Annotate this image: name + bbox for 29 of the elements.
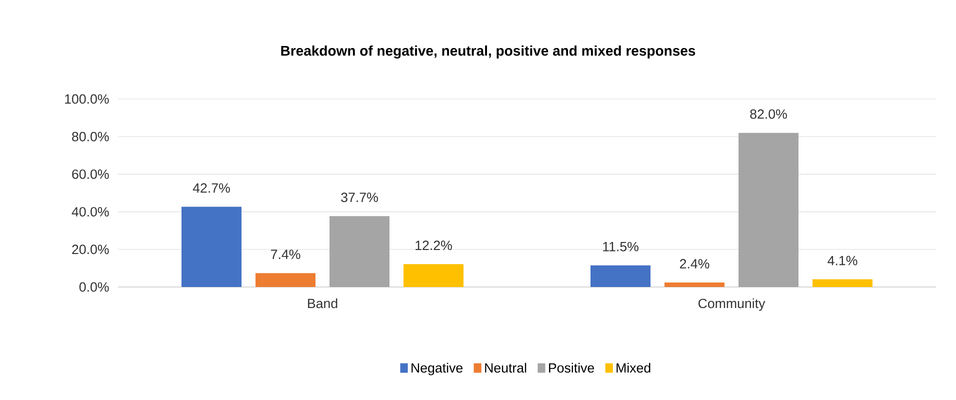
chart-title: Breakdown of negative, neutral, positive and mixed responses [281,45,696,59]
data-label: 4.1% [828,256,858,266]
data-label: 12.2% [416,240,452,250]
bar [590,265,651,287]
legend-label: Positive [549,362,594,373]
y-tick-label: 20.0% [72,244,109,254]
data-label: 7.4% [270,250,300,260]
data-label: 11.5% [603,242,638,252]
bar [182,206,242,287]
bar [664,282,725,287]
legend-label: Neutral [485,362,526,373]
bar [330,216,390,287]
bar [404,264,464,287]
x-tick-label: Community [698,298,766,311]
legend-label: Negative [412,362,463,376]
y-tick-label: 80.0% [72,132,109,142]
data-label: 37.7% [341,192,378,202]
data-label: 82.0% [750,109,787,119]
legend-label: Mixed [616,362,650,373]
y-tick-label: 0.0% [79,282,109,292]
y-tick-label: 40.0% [72,207,109,217]
data-label: 2.4% [680,259,710,268]
bar [738,132,799,287]
x-tick-label: Band [308,298,338,308]
data-label: 42.7% [192,183,230,193]
y-tick-label: 60.0% [72,169,109,179]
bar [256,273,316,287]
bar [812,279,873,287]
y-tick-label: 100.0% [65,94,109,104]
